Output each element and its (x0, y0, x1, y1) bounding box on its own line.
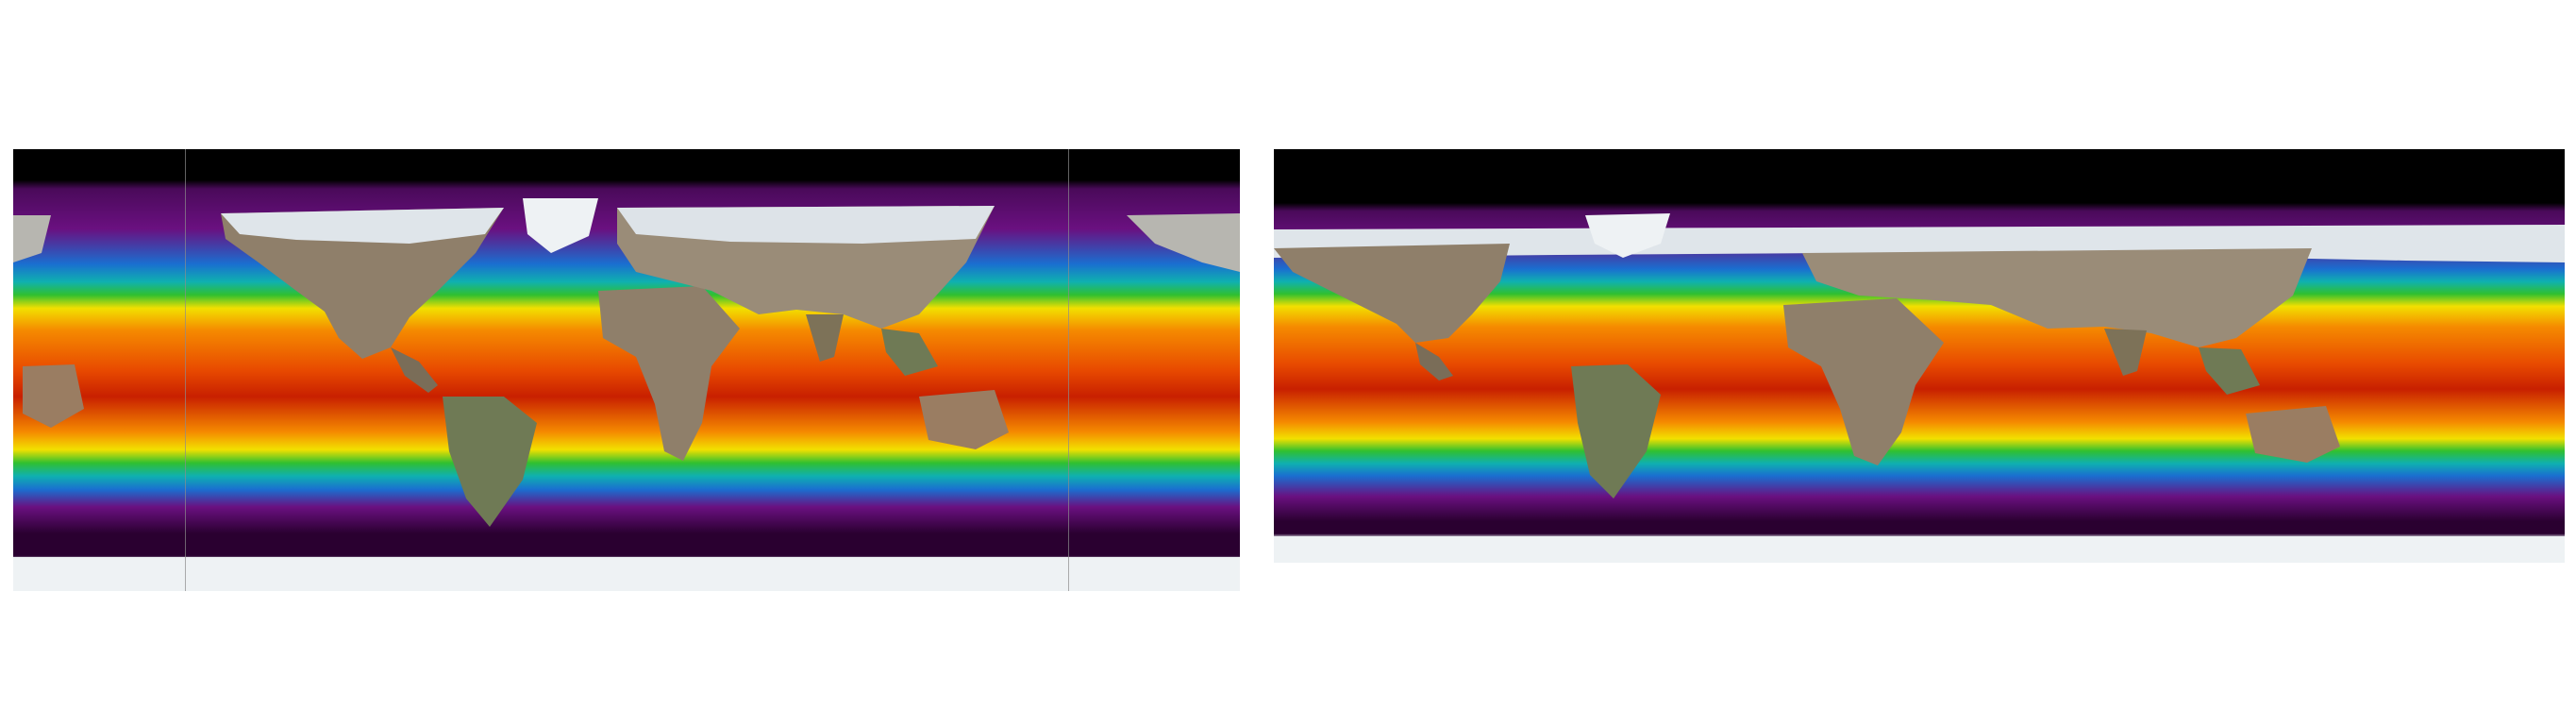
alaska-landmass (1127, 213, 1240, 272)
south-america-landmass (1571, 364, 1661, 499)
india-landmass (806, 314, 844, 362)
africa-landmass (1783, 298, 1944, 465)
australia-landmass (2246, 406, 2340, 463)
africa-landmass (598, 286, 740, 461)
greenland-ice (1585, 213, 1670, 258)
sst-map-atlantic-centered (1274, 149, 2565, 563)
eurasia-landmass (1802, 248, 2312, 347)
grid-meridian-line (1068, 149, 1069, 591)
north-america-landmass (1274, 244, 1510, 343)
antarctica-ice (13, 557, 1240, 591)
south-america-landmass (443, 397, 537, 527)
southeast-asia-landmass (2199, 347, 2260, 395)
australia-landmass-east (919, 390, 1009, 449)
sst-map-left-svg (13, 149, 1240, 591)
arctic-canada-ice (221, 208, 504, 244)
ne-asia-landmass-wrap (13, 215, 51, 262)
india-landmass (2104, 329, 2147, 376)
australia-landmass-west (23, 364, 84, 428)
north-america-landmass (221, 208, 504, 359)
sst-map-right-svg (1274, 149, 2565, 563)
central-america-landmass (1415, 343, 1453, 380)
central-america-landmass (391, 347, 438, 393)
antarctica-ice (1274, 536, 2565, 563)
southeast-asia-landmass (881, 329, 938, 376)
siberia-snow (617, 206, 995, 244)
sst-map-pacific-centered (13, 149, 1240, 591)
grid-meridian-line (185, 149, 186, 591)
greenland-ice (523, 198, 598, 253)
